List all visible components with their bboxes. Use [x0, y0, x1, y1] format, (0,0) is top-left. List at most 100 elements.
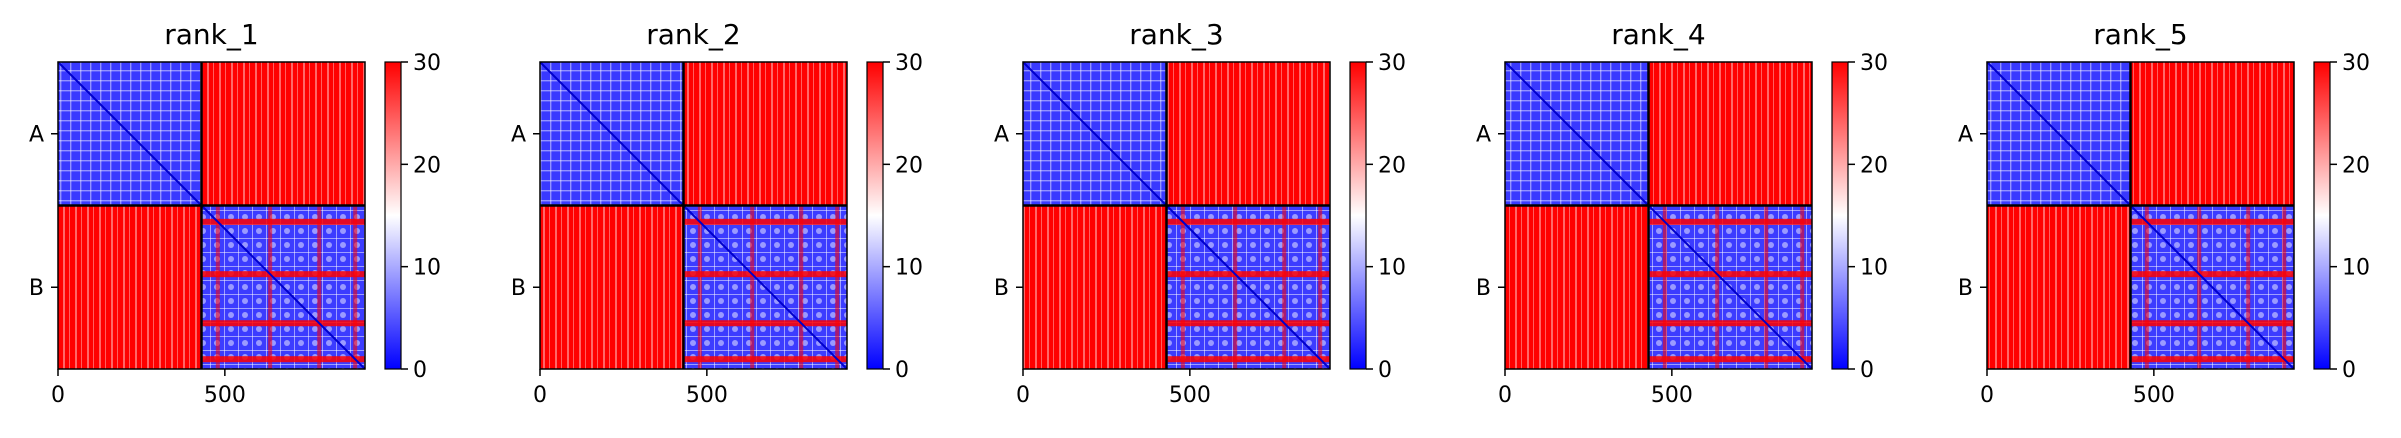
heatmap-panel: rank_1 A B 0 500 0 10 20 30: [29, 18, 441, 408]
diagonal-b: [1165, 204, 1331, 370]
axes-frame: [1504, 61, 1813, 370]
diagonal-a: [1986, 61, 2132, 207]
colorbar-tick-label: 0: [895, 358, 909, 383]
block-a-b-texture: [2130, 62, 2294, 206]
block-b-a-texture: [58, 205, 202, 369]
diagonal-a: [539, 61, 685, 207]
colorbar-tick-label: 30: [895, 51, 923, 76]
colorbar-tick-label: 20: [1378, 153, 1406, 178]
heatmap-panel: rank_5 A B 0 500 0 10 20 30: [1958, 18, 2370, 408]
bb-band-h: [683, 218, 847, 225]
colorbar-tick-label: 10: [413, 256, 441, 281]
bb-band-h: [1166, 218, 1330, 225]
axes-frame: [57, 61, 366, 370]
panel-title: rank_1: [164, 18, 258, 51]
colorbar: [867, 62, 883, 369]
colorbar: [2314, 62, 2330, 369]
bb-band-v: [1180, 205, 1185, 369]
x-tick-label: 0: [1498, 383, 1512, 408]
x-tick-label: 500: [1651, 383, 1693, 408]
diagonal-b: [2129, 204, 2295, 370]
y-tick-label: B: [1958, 276, 1973, 301]
bb-band-v: [215, 205, 220, 369]
diagonal-b: [200, 204, 366, 370]
colorbar-tick-label: 20: [895, 153, 923, 178]
bb-band-v: [1282, 205, 1287, 369]
bb-band-h: [201, 320, 365, 327]
bb-band-h: [201, 356, 365, 363]
bb-band-v: [353, 205, 358, 369]
y-tick-label: A: [1476, 123, 1491, 148]
axes-frame: [1986, 61, 2295, 370]
colorbar-tick-label: 10: [1378, 256, 1406, 281]
bb-band-v: [2197, 205, 2202, 369]
block-a-b-texture: [683, 62, 847, 206]
block-a-b-texture: [201, 62, 365, 206]
x-tick-label: 0: [51, 383, 65, 408]
bb-band-v: [2246, 205, 2251, 369]
y-tick-label: B: [994, 276, 1009, 301]
colorbar-frame: [2313, 61, 2331, 370]
y-tick-label: A: [1958, 123, 1973, 148]
bb-band-v: [1662, 205, 1667, 369]
bb-band-v: [1715, 205, 1720, 369]
bb-band-v: [317, 205, 322, 369]
bb-band-h: [1166, 320, 1330, 327]
bb-band-v: [268, 205, 273, 369]
bb-band-v: [835, 205, 840, 369]
bb-band-h: [683, 356, 847, 363]
x-tick-label: 0: [1016, 383, 1030, 408]
colorbar-tick-label: 10: [2342, 256, 2370, 281]
heatmap-panel: rank_2 A B 0 500 0 10 20 30: [511, 18, 923, 408]
heatmap-panel: rank_4 A B 0 500 0 10 20 30: [1476, 18, 1888, 408]
axes-frame: [539, 61, 848, 370]
diagonal-b: [1647, 204, 1813, 370]
x-tick-label: 500: [2133, 383, 2175, 408]
bb-band-h: [683, 320, 847, 327]
colorbar-tick-label: 0: [1378, 358, 1392, 383]
block-b-a-texture: [1505, 205, 1649, 369]
block-b-a-texture: [1987, 205, 2131, 369]
colorbar-tick-label: 20: [1860, 153, 1888, 178]
bb-band-h: [2130, 320, 2294, 327]
bb-band-h: [2130, 218, 2294, 225]
y-tick-label: B: [1476, 276, 1491, 301]
bb-band-h: [1648, 320, 1812, 327]
bb-band-h: [2130, 356, 2294, 363]
bb-band-h: [1166, 271, 1330, 278]
x-tick-label: 500: [204, 383, 246, 408]
x-tick-label: 500: [1169, 383, 1211, 408]
block-b-a-texture: [540, 205, 684, 369]
diagonal-a: [1504, 61, 1650, 207]
colorbar-tick-label: 20: [2342, 153, 2370, 178]
heatmap-panel: rank_3 A B 0 500 0 10 20 30: [994, 18, 1406, 408]
bb-band-h: [201, 271, 365, 278]
colorbar-tick-label: 10: [895, 256, 923, 281]
colorbar-tick-label: 10: [1860, 256, 1888, 281]
colorbar: [1832, 62, 1848, 369]
bb-band-h: [1166, 356, 1330, 363]
colorbar-frame: [1349, 61, 1367, 370]
bb-band-h: [1648, 271, 1812, 278]
x-tick-label: 500: [686, 383, 728, 408]
colorbar-frame: [866, 61, 884, 370]
colorbar-frame: [1831, 61, 1849, 370]
bb-band-v: [750, 205, 755, 369]
diagonal-a: [57, 61, 203, 207]
block-a-b-texture: [1166, 62, 1330, 206]
panel-title: rank_2: [646, 18, 740, 51]
bb-band-v: [1800, 205, 1805, 369]
block-b-a-texture: [1023, 205, 1167, 369]
bb-band-v: [2282, 205, 2287, 369]
bb-band-v: [1233, 205, 1238, 369]
colorbar-tick-label: 0: [1860, 358, 1874, 383]
bb-band-v: [1764, 205, 1769, 369]
colorbar-tick-label: 30: [2342, 51, 2370, 76]
panel-title: rank_4: [1611, 18, 1705, 51]
block-a-b-texture: [1648, 62, 1812, 206]
bb-band-h: [201, 218, 365, 225]
diagonal-a: [1022, 61, 1168, 207]
bb-band-v: [1318, 205, 1323, 369]
bb-band-h: [1648, 356, 1812, 363]
x-tick-label: 0: [533, 383, 547, 408]
